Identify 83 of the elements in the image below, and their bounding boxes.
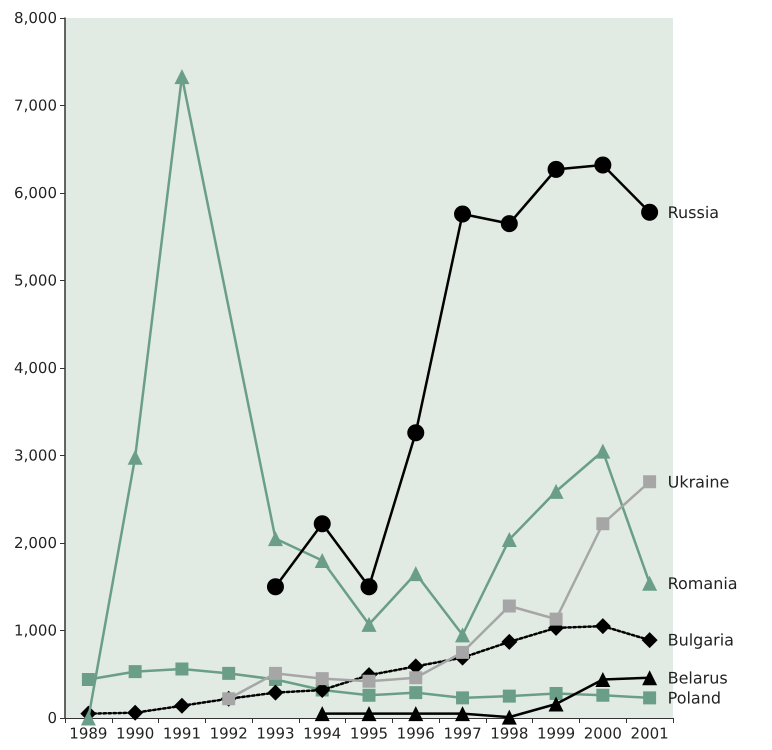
point xyxy=(174,698,190,714)
point xyxy=(548,160,565,178)
point xyxy=(594,618,611,634)
y-tick-label: 4,000 xyxy=(14,359,57,377)
x-tick-label: 1989 xyxy=(69,724,108,742)
x-tick-label: 1999 xyxy=(536,724,576,742)
series-label: Bulgaria xyxy=(668,630,734,650)
y-tick-label: 8,000 xyxy=(14,9,57,27)
point xyxy=(501,634,518,650)
point xyxy=(268,531,283,546)
point xyxy=(642,576,658,591)
point xyxy=(550,612,563,626)
point xyxy=(80,710,96,726)
point xyxy=(642,632,658,648)
point xyxy=(267,684,284,701)
x-tick-label: 2001 xyxy=(630,724,669,742)
point xyxy=(127,704,144,721)
point xyxy=(407,424,424,442)
point xyxy=(596,517,610,530)
y-tick-label: 3,000 xyxy=(14,446,57,464)
point xyxy=(502,690,516,703)
point xyxy=(595,444,610,459)
x-tick-label: 1997 xyxy=(443,724,482,742)
point xyxy=(641,204,658,221)
point xyxy=(128,665,142,678)
point xyxy=(548,696,564,712)
y-tick-label: 6,000 xyxy=(14,184,57,202)
y-tick-label: 1,000 xyxy=(14,622,57,640)
point xyxy=(502,600,516,612)
point xyxy=(362,688,376,702)
series-label: Belarus xyxy=(668,668,728,688)
point xyxy=(82,673,95,686)
point xyxy=(268,666,282,680)
point xyxy=(594,156,612,174)
point xyxy=(455,627,470,642)
point xyxy=(175,662,188,676)
point xyxy=(455,706,470,722)
point xyxy=(408,706,424,722)
x-tick-label: 1995 xyxy=(350,724,388,742)
point xyxy=(456,646,470,659)
point xyxy=(316,672,329,686)
point xyxy=(643,475,656,488)
x-tick-label: 1991 xyxy=(162,724,202,742)
point xyxy=(454,206,472,222)
x-tick-label: 1996 xyxy=(396,724,435,742)
series-label: Russia xyxy=(668,202,720,222)
y-tick-label: 7,000 xyxy=(14,96,57,114)
point xyxy=(502,532,517,547)
x-tick-label: 1994 xyxy=(303,724,342,742)
point xyxy=(362,674,376,688)
point xyxy=(643,691,656,704)
point xyxy=(409,686,422,700)
x-tick-label: 1998 xyxy=(490,724,528,742)
y-tick-label: 0 xyxy=(47,709,57,727)
x-tick-label: 1993 xyxy=(256,724,295,742)
point xyxy=(595,672,610,687)
point xyxy=(550,687,563,700)
point xyxy=(266,578,284,596)
point xyxy=(128,450,143,465)
point xyxy=(502,710,517,725)
point xyxy=(314,553,330,568)
point xyxy=(500,215,518,232)
x-tick-label: 2000 xyxy=(584,724,622,742)
point xyxy=(362,706,376,722)
point xyxy=(456,691,470,704)
point xyxy=(642,670,658,686)
point xyxy=(360,578,378,596)
series-label: Romania xyxy=(668,574,738,593)
point xyxy=(548,484,564,499)
point xyxy=(174,69,190,84)
point xyxy=(596,688,610,702)
y-tick-label: 2,000 xyxy=(14,534,57,552)
series-label: Ukraine xyxy=(668,472,730,492)
y-tick-label: 5,000 xyxy=(14,272,57,290)
x-tick-label: 1992 xyxy=(210,724,248,742)
point xyxy=(362,616,376,632)
point xyxy=(314,515,331,532)
point xyxy=(222,666,236,680)
point xyxy=(408,566,424,582)
point xyxy=(409,671,422,684)
series-label: Poland xyxy=(668,688,722,708)
x-tick-label: 1990 xyxy=(116,724,154,742)
point xyxy=(314,706,330,722)
